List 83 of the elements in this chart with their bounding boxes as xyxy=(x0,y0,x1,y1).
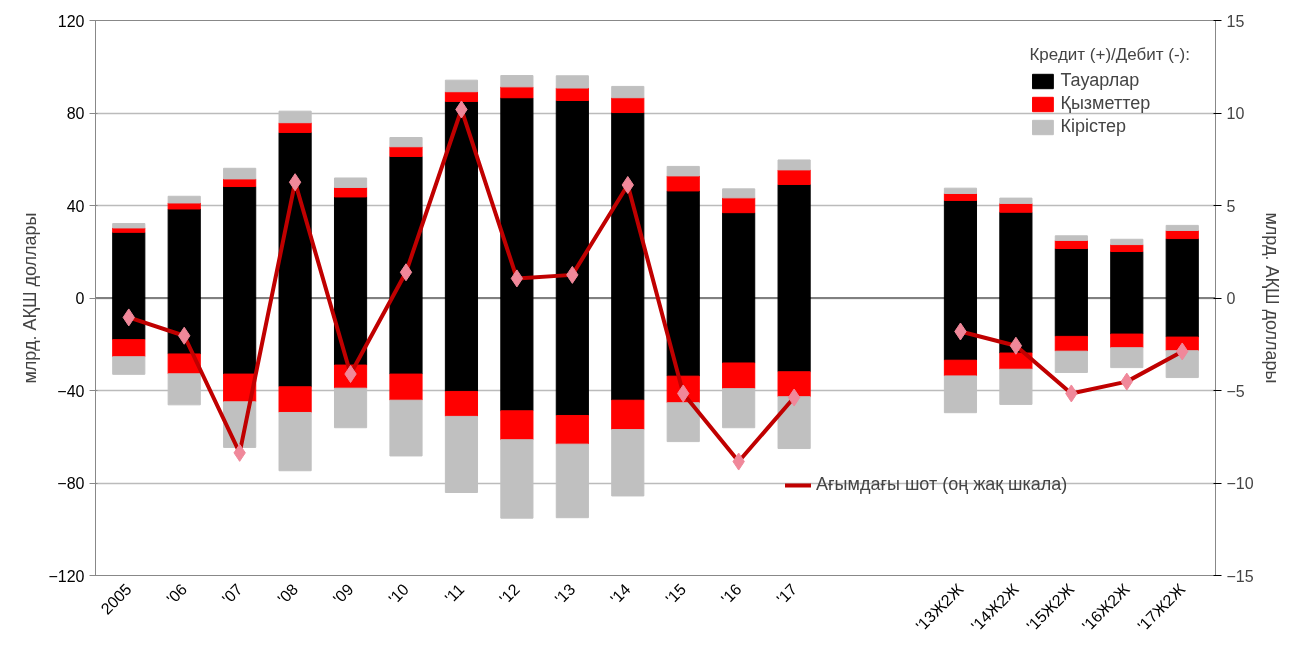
y-tick-label: −40 xyxy=(57,382,85,400)
y2-tick-label: 5 xyxy=(1226,197,1236,215)
bar xyxy=(722,188,756,199)
bar xyxy=(666,165,700,177)
x-tick-label: '10 xyxy=(385,580,413,608)
bar xyxy=(611,97,645,114)
bar xyxy=(1110,244,1144,253)
bar xyxy=(555,75,589,89)
bar xyxy=(1110,347,1144,369)
x-tick-label: '08 xyxy=(274,580,302,608)
y2-tick-label: −10 xyxy=(1226,475,1254,492)
bar xyxy=(722,388,756,429)
bar xyxy=(500,410,534,441)
x-tick-label: '12 xyxy=(496,580,523,608)
y-axis-title: млрд. АҚШ доллары xyxy=(20,212,41,384)
bar xyxy=(943,187,978,194)
y-tick-label: 40 xyxy=(66,197,85,215)
legend-label: Қызметтер xyxy=(1060,93,1151,114)
bar xyxy=(777,169,811,185)
bar xyxy=(333,186,368,198)
bar xyxy=(444,390,479,417)
y2-tick-label: 0 xyxy=(1226,290,1236,307)
bar xyxy=(444,91,479,102)
bar xyxy=(278,386,312,413)
bar xyxy=(444,79,479,93)
bar xyxy=(943,375,978,414)
y-tick-label: 0 xyxy=(75,290,85,307)
legend-label: Ағымдағы шот (оң жақ шкала) xyxy=(816,474,1068,495)
legend-title: Кредит (+)/Дебит (-): xyxy=(1029,45,1190,65)
bar xyxy=(167,195,201,204)
y2-tick-label: −5 xyxy=(1226,382,1245,400)
y-tick-label: −80 xyxy=(57,475,85,492)
bar xyxy=(112,339,146,358)
bar xyxy=(223,167,257,180)
x-tick-label: '16 xyxy=(717,580,745,608)
x-tick-label: '11 xyxy=(441,580,468,607)
bar xyxy=(555,414,589,445)
x-tick-label: '17 xyxy=(773,580,801,608)
x-tick-label: '15 xyxy=(662,580,690,608)
bar xyxy=(1165,224,1199,231)
legend-label: Кірістер xyxy=(1060,116,1126,137)
bar xyxy=(1110,333,1144,349)
bar xyxy=(666,175,700,192)
x-tick-label: '09 xyxy=(329,580,357,608)
bar xyxy=(333,177,368,188)
bar xyxy=(999,202,1033,213)
bar xyxy=(999,368,1033,405)
bar xyxy=(1054,335,1088,352)
bar xyxy=(1054,235,1088,241)
bar xyxy=(611,399,645,431)
bar xyxy=(389,146,423,157)
bar xyxy=(777,159,811,171)
bar xyxy=(777,396,811,450)
bar xyxy=(333,387,368,429)
y2-tick-label: 10 xyxy=(1226,105,1245,122)
legend-label: Тауарлар xyxy=(1060,70,1140,91)
y-tick-label: −120 xyxy=(48,567,85,585)
bar xyxy=(999,352,1033,370)
bar xyxy=(777,371,811,398)
bar xyxy=(389,137,423,148)
bar xyxy=(611,85,645,99)
bar xyxy=(167,373,201,406)
bar xyxy=(389,373,423,401)
y-tick-label: 120 xyxy=(57,12,85,30)
y2-tick-label: −15 xyxy=(1226,567,1254,585)
bar xyxy=(722,362,756,390)
bar xyxy=(1054,350,1088,373)
bar xyxy=(112,223,146,229)
y2-tick-label: 15 xyxy=(1226,12,1245,30)
y2-axis-title: млрд. АҚШ доллары xyxy=(1261,212,1282,384)
bar xyxy=(278,122,312,133)
y-tick-label: 80 xyxy=(66,105,85,122)
x-tick-label: '13 xyxy=(551,580,579,608)
bar xyxy=(666,402,700,443)
bar xyxy=(389,399,423,457)
bar xyxy=(999,197,1033,204)
x-tick-label: '14 xyxy=(607,580,634,608)
bar xyxy=(112,356,146,375)
x-tick-label: '07 xyxy=(218,580,246,608)
bar xyxy=(500,75,534,88)
bar xyxy=(278,411,312,472)
bar xyxy=(1110,238,1144,246)
x-tick-label: '06 xyxy=(163,580,191,608)
